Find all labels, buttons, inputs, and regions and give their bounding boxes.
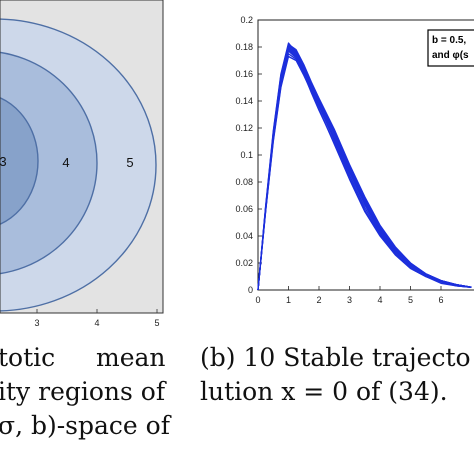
left-caption-line-1b: mean: [96, 343, 166, 372]
left-x-tick-5: 5: [154, 318, 159, 328]
y-tick-label: 0.02: [235, 258, 253, 268]
y-tick-label: 0: [248, 285, 253, 295]
y-axis: 0 0.02 0.04 0.06 0.08 0.1 0.12 0.14 0.16 0.18 0.2: [235, 15, 262, 295]
x-tick-label: 5: [408, 295, 413, 305]
legend-box: b = 0.5, and φ(s: [427, 29, 474, 67]
legend-line-1: b = 0.5,: [432, 35, 466, 46]
x-tick-label: 4: [377, 295, 382, 305]
legend-line-2: and φ(s: [432, 50, 469, 61]
left-plot-frame: [0, 0, 164, 314]
x-tick-label: 6: [438, 295, 443, 305]
left-caption-line-1a: totic: [0, 343, 56, 372]
y-tick-label: 0.16: [235, 69, 253, 79]
legend-frame: [427, 29, 474, 67]
x-tick-label: 2: [316, 295, 321, 305]
left-x-tick-4: 4: [94, 318, 99, 328]
y-tick-label: 0.14: [235, 96, 253, 106]
left-caption-line-2: ity regions of: [0, 377, 166, 406]
y-tick-label: 0.04: [235, 231, 253, 241]
x-tick-label: 3: [347, 295, 352, 305]
y-tick-label: 0.12: [235, 123, 253, 133]
right-caption-line-2: lution x = 0 of (34).: [200, 377, 448, 406]
region-label-3: 3: [0, 154, 7, 169]
y-tick-label: 0.2: [240, 15, 253, 25]
region-label-4: 4: [62, 155, 69, 170]
region-label-5: 5: [126, 155, 133, 170]
trajectory-line-9: [257, 53, 472, 291]
trajectory-line-10: [257, 46, 472, 291]
y-tick-label: 0.1: [240, 150, 253, 160]
x-axis: 0 1 2 3 4 5 6: [255, 286, 444, 305]
y-tick-label: 0.08: [235, 177, 253, 187]
left-panel: 3 4 5 3 4 5: [0, 0, 164, 328]
right-panel: 00.020.040.060.080.10.120.140.160.180.2 …: [235, 15, 474, 305]
region-4: [0, 51, 98, 275]
region-3: [0, 96, 39, 226]
y-tick-label: 0.06: [235, 204, 253, 214]
x-tick-label: 0: [255, 295, 260, 305]
left-caption-line-3: σ, b)-space of: [0, 411, 170, 440]
left-x-tick-3: 3: [34, 318, 39, 328]
trajectory-lines: [257, 42, 472, 291]
y-tick-label: 0.18: [235, 42, 253, 52]
x-tick-label: 1: [286, 295, 291, 305]
right-caption-line-1: (b) 10 Stable trajecto: [200, 343, 471, 372]
